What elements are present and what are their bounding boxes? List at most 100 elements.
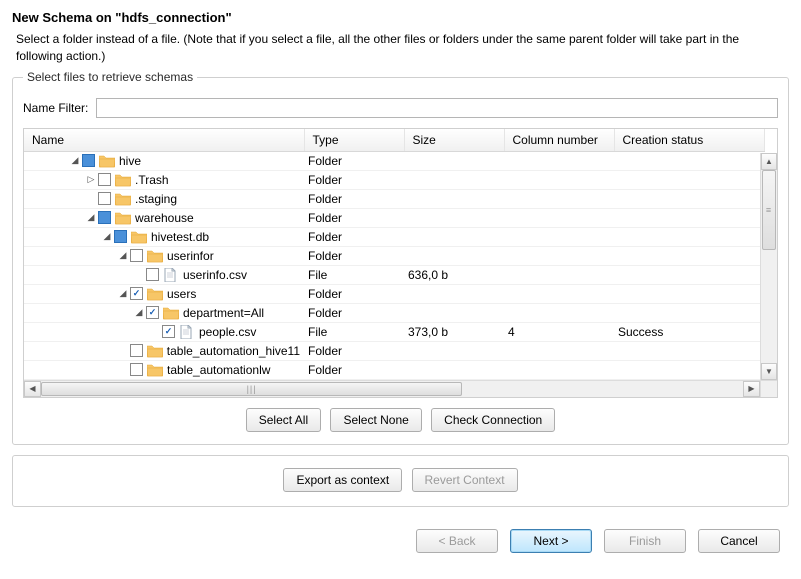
revert-context-button: Revert Context [412,468,518,492]
expander-open-icon[interactable]: ◢ [100,230,114,244]
row-checkbox[interactable] [98,192,111,205]
row-checkbox[interactable] [162,325,175,338]
table-row[interactable]: ▷.TrashFolder [24,170,764,189]
column-header-type[interactable]: Type [304,129,404,152]
expander-open-icon[interactable]: ◢ [68,154,82,168]
row-colnum [504,189,614,208]
row-checkbox[interactable] [130,363,143,376]
row-name-label: department=All [183,306,264,320]
folder-icon [147,249,163,263]
expander-closed-icon[interactable]: ▷ [84,173,98,187]
folder-icon [147,287,163,301]
name-filter-label: Name Filter: [23,101,88,115]
folder-icon [115,211,131,225]
row-checkbox[interactable] [130,344,143,357]
panel-legend: Select files to retrieve schemas [23,70,197,84]
row-type: Folder [304,227,404,246]
table-row[interactable]: ◢usersFolder [24,284,764,303]
row-status [614,341,764,360]
row-type: Folder [304,246,404,265]
row-checkbox[interactable] [130,287,143,300]
column-header-name[interactable]: Name [24,129,304,152]
file-icon [163,268,179,282]
file-icon [179,325,195,339]
folder-icon [163,306,179,320]
row-type: Folder [304,189,404,208]
row-size [404,151,504,170]
row-checkbox[interactable] [146,268,159,281]
expander-open-icon[interactable]: ◢ [116,249,130,263]
row-colnum [504,284,614,303]
table-row[interactable]: ◢ userinfor Folder [24,246,764,265]
row-size [404,341,504,360]
row-type: Folder [304,151,404,170]
main-panel: Select files to retrieve schemas Name Fi… [12,77,789,445]
select-all-button[interactable]: Select All [246,408,321,432]
expander-open-icon[interactable]: ◢ [132,306,146,320]
table-row[interactable]: userinfo.csvFile636,0 b [24,265,764,284]
row-checkbox[interactable] [82,154,95,167]
row-name-label: userinfor [167,249,214,263]
table-row[interactable]: table_automation_hive11Folder [24,341,764,360]
column-header-colnum[interactable]: Column number [504,129,614,152]
next-button[interactable]: Next > [510,529,592,553]
expander-open-icon[interactable]: ◢ [84,211,98,225]
export-as-context-button[interactable]: Export as context [283,468,402,492]
row-colnum [504,208,614,227]
row-checkbox[interactable] [98,173,111,186]
finish-button: Finish [604,529,686,553]
row-status [614,360,764,379]
check-connection-button[interactable]: Check Connection [431,408,555,432]
row-name-label: hivetest.db [151,230,209,244]
select-none-button[interactable]: Select None [330,408,421,432]
row-type: Folder [304,360,404,379]
row-type: Folder [304,170,404,189]
row-size [404,303,504,322]
name-filter-input[interactable] [96,98,778,118]
folder-icon [147,363,163,377]
row-checkbox[interactable] [146,306,159,319]
row-colnum [504,170,614,189]
row-colnum [504,303,614,322]
table-row[interactable]: ◢ hivetest.db Folder [24,227,764,246]
expander-open-icon[interactable]: ◢ [116,287,130,301]
row-status [614,303,764,322]
column-header-status[interactable]: Creation status [614,129,764,152]
row-status: Success [614,322,764,341]
dialog-title: New Schema on "hdfs_connection" [12,10,789,25]
row-checkbox[interactable] [130,249,143,262]
row-type: Folder [304,303,404,322]
table-row[interactable]: table_automationlwFolder [24,360,764,379]
row-colnum [504,341,614,360]
column-header-size[interactable]: Size [404,129,504,152]
row-name-label: userinfo.csv [183,268,247,282]
row-size [404,189,504,208]
row-name-label: .staging [135,192,177,206]
expander-none [116,363,130,377]
row-colnum [504,265,614,284]
row-status [614,170,764,189]
horizontal-scrollbar[interactable]: ◀ ||| ▶ [24,380,760,397]
row-colnum [504,360,614,379]
expander-none [132,268,146,282]
table-row[interactable]: .staging Folder [24,189,764,208]
row-status [614,284,764,303]
expander-none [84,192,98,206]
folder-icon [115,173,131,187]
table-row[interactable]: people.csvFile373,0 b4Success [24,322,764,341]
scroll-corner [760,380,777,397]
folder-icon [147,344,163,358]
table-row[interactable]: ◢ department=All Folder [24,303,764,322]
row-type: Folder [304,341,404,360]
row-status [614,189,764,208]
vertical-scrollbar[interactable]: ▲ ≡ ▼ [760,153,777,380]
row-status [614,246,764,265]
cancel-button[interactable]: Cancel [698,529,780,553]
row-type: Folder [304,284,404,303]
row-checkbox[interactable] [114,230,127,243]
file-tree-table: Name Type Size Column number Creation st… [23,128,778,398]
back-button: < Back [416,529,498,553]
table-row[interactable]: ◢hiveFolder [24,151,764,170]
row-checkbox[interactable] [98,211,111,224]
table-row[interactable]: ◢warehouseFolder [24,208,764,227]
